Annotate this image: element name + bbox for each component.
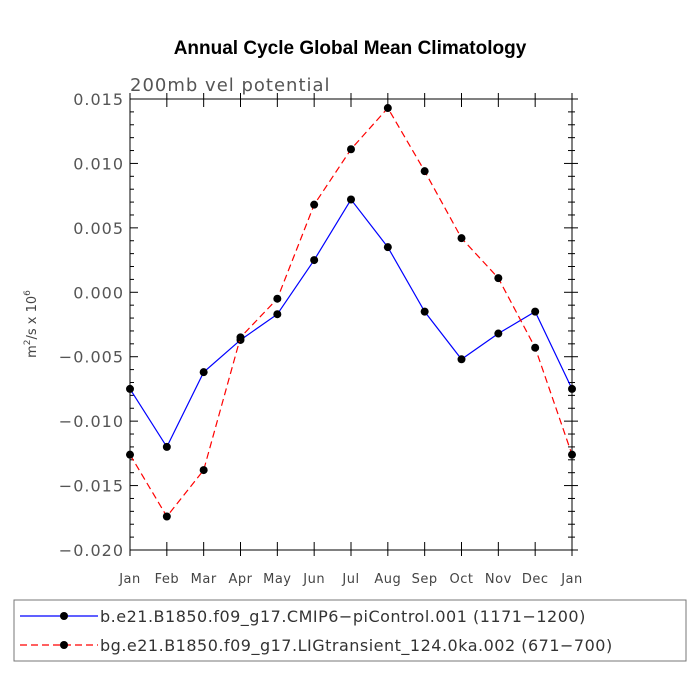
x-tick-label: Dec — [522, 572, 549, 587]
series-2 — [126, 104, 576, 521]
legend-item-2: bg.e21.B1850.f09_g17.LIGtransient_124.0k… — [20, 636, 613, 656]
data-point — [310, 200, 319, 209]
y-axis: −0.020 −0.015 −0.010 −0.005 0.000 0.005 0.010 0… — [59, 90, 578, 560]
data-point — [236, 333, 245, 342]
x-tick-label: Apr — [229, 572, 253, 587]
y-tick-label: 0.000 — [73, 283, 124, 302]
x-tick-label: Jun — [302, 572, 325, 587]
y-tick-label: −0.005 — [59, 348, 124, 367]
x-tick-label: Aug — [374, 572, 401, 587]
x-tick-label: Nov — [485, 572, 512, 587]
data-point — [347, 195, 355, 204]
y-tick-label: 0.015 — [73, 90, 124, 109]
chart-subtitle: 200mb vel potential — [130, 75, 331, 96]
x-tick-label: Jul — [341, 572, 359, 587]
y-tick-label: −0.010 — [59, 412, 124, 431]
series-1 — [126, 195, 576, 451]
data-point — [162, 442, 171, 451]
x-tick-label: Feb — [155, 572, 180, 587]
data-point — [568, 450, 576, 459]
legend-box — [13, 599, 687, 662]
y-axis-label-sup2: 6 — [23, 290, 33, 296]
data-point — [383, 243, 392, 252]
x-tick-label: May — [263, 572, 291, 587]
data-point — [383, 104, 392, 113]
series-line — [129, 198, 573, 449]
legend-label: b.e21.B1850.f09_g17.CMIP6−piControl.001 … — [100, 607, 586, 627]
data-point — [310, 256, 319, 265]
y-tick-label: 0.010 — [73, 154, 124, 173]
plot-frame — [129, 98, 573, 551]
x-axis: Jan Feb Mar Apr May Jun Jul Aug Sep Oct Nov Dec Jan — [118, 93, 583, 587]
legend-label: bg.e21.B1850.f09_g17.LIGtransient_124.0k… — [100, 636, 613, 656]
data-point — [531, 307, 540, 316]
series-layer — [126, 104, 576, 521]
legend-marker — [60, 641, 68, 649]
x-tick-label: Oct — [450, 572, 474, 587]
data-point — [199, 466, 208, 475]
x-tick-label: Jan — [560, 572, 583, 587]
data-point — [273, 310, 282, 319]
data-point — [457, 355, 466, 364]
y-axis-label: m2/s x 106 — [23, 290, 40, 358]
data-point — [531, 343, 540, 352]
legend-marker — [60, 612, 68, 620]
data-point — [568, 384, 576, 393]
x-tick-label: Sep — [412, 572, 438, 587]
y-tick-label: −0.020 — [59, 541, 124, 560]
legend-item-1: b.e21.B1850.f09_g17.CMIP6−piControl.001 … — [20, 607, 586, 627]
y-axis-label-base: m — [25, 345, 40, 358]
data-point — [162, 512, 171, 521]
legend: b.e21.B1850.f09_g17.CMIP6−piControl.001 … — [13, 599, 687, 662]
data-point — [126, 384, 134, 393]
data-point — [273, 294, 282, 303]
data-point — [420, 307, 429, 316]
data-point — [420, 167, 429, 176]
data-point — [457, 234, 466, 243]
data-point — [347, 145, 355, 154]
y-tick-label: −0.015 — [59, 477, 124, 496]
x-tick-label: Mar — [191, 572, 217, 587]
data-point — [494, 329, 503, 338]
x-tick-label: Jan — [118, 572, 141, 587]
chart-title: Annual Cycle Global Mean Climatology — [174, 38, 527, 59]
series-line — [129, 107, 573, 518]
data-point — [199, 368, 208, 377]
data-point — [126, 450, 134, 459]
y-tick-label: 0.005 — [73, 219, 124, 238]
y-axis-label-mid: /s x 10 — [25, 296, 40, 340]
y-axis-label-sup1: 2 — [23, 339, 33, 345]
data-point — [494, 274, 503, 283]
